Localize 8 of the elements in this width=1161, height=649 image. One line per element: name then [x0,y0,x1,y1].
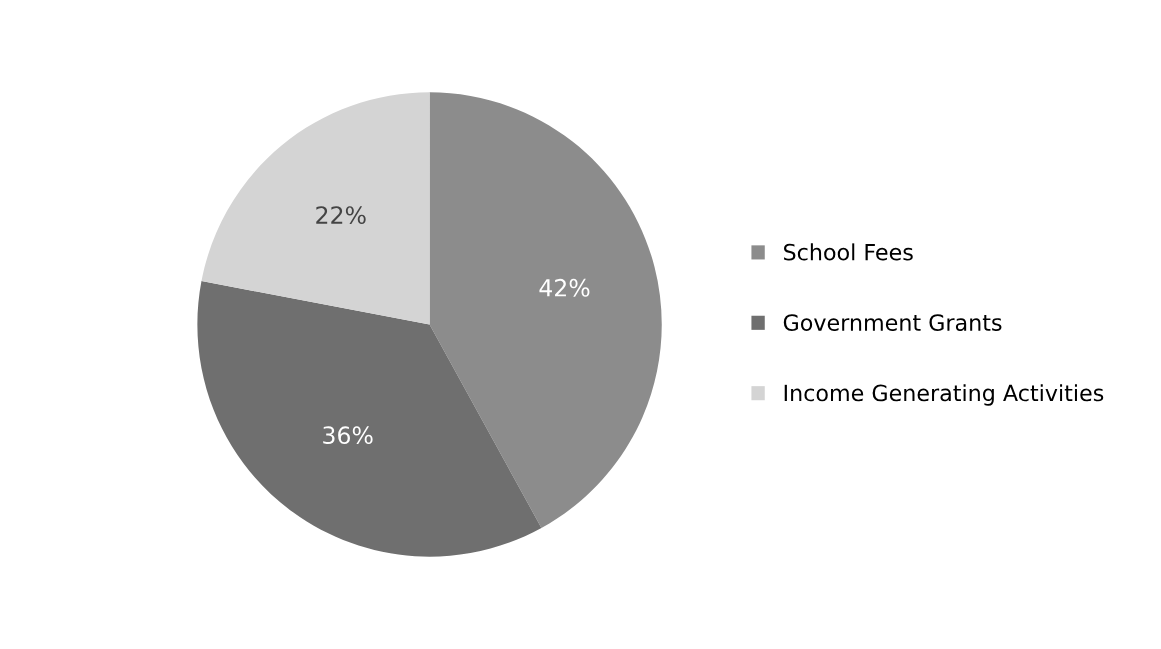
data-label: 22% [316,206,366,224]
legend-label: School Fees [784,243,913,261]
data-label: 36% [323,426,373,445]
legend-label: Income Generating Activities [784,384,1104,406]
legend-label: Government Grants [783,314,1002,331]
pie-slice [201,92,430,325]
pie-slice [429,92,662,528]
data-label: 42% [539,278,590,297]
